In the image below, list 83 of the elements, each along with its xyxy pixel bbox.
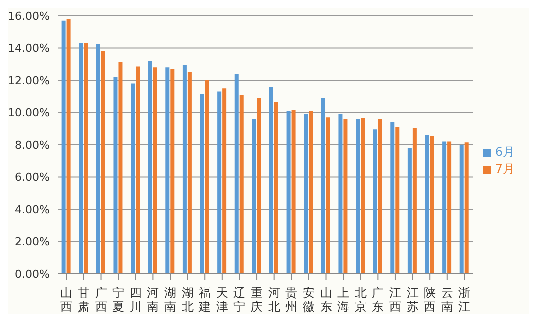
bar [79, 43, 84, 274]
y-tick-label: 10.00% [8, 106, 50, 120]
x-tick-label: 宁夏 [112, 286, 125, 314]
bar [114, 77, 118, 274]
bar [448, 142, 452, 274]
x-tick-label: 广西 [95, 286, 108, 314]
bar [240, 95, 244, 274]
x-tick-label: 广东 [372, 286, 384, 314]
y-tick-label: 14.00% [8, 42, 50, 56]
bar [66, 19, 71, 274]
y-tick-label: 6.00% [15, 171, 50, 184]
bar [412, 128, 417, 274]
x-tick-label: 贵州 [286, 286, 298, 314]
x-tick-label: 甘肃 [78, 286, 90, 314]
bar [373, 130, 378, 274]
bar [274, 102, 278, 274]
bar [252, 119, 256, 274]
x-tick-label: 重庆 [251, 286, 264, 314]
bar [218, 92, 222, 274]
y-tick-label: 16.00% [8, 10, 50, 23]
bar [408, 148, 412, 274]
x-tick-label: 浙江 [458, 286, 471, 314]
x-tick-label: 辽宁 [234, 286, 246, 314]
bar [321, 98, 326, 274]
bar [442, 142, 447, 274]
bar [118, 62, 123, 274]
bar [292, 110, 296, 274]
bar [430, 136, 434, 274]
x-tick-label: 北京 [354, 286, 367, 314]
x-tick-label: 湖南 [164, 286, 176, 314]
x-tick-label: 江苏 [406, 286, 419, 314]
bar [338, 114, 343, 274]
y-tick-label: 8.00% [15, 138, 50, 152]
bar [200, 94, 204, 274]
bar [326, 118, 330, 274]
bar [62, 20, 66, 274]
bar [182, 65, 187, 274]
y-tick-label: 0.00% [15, 268, 50, 281]
bar [222, 88, 227, 274]
bar [390, 122, 395, 274]
bar [131, 84, 136, 274]
bar [309, 111, 314, 274]
x-tick-label: 上海 [338, 286, 350, 314]
bar [136, 66, 140, 274]
bar [96, 44, 100, 274]
y-tick-label: 12.00% [8, 74, 50, 88]
x-tick-label: 湖北 [182, 286, 194, 314]
x-tick-label: 四川 [130, 286, 142, 314]
bar [286, 111, 291, 274]
bar [269, 86, 274, 274]
x-tick-label: 安徽 [302, 286, 315, 314]
x-tick-label: 山东 [320, 286, 332, 314]
x-tick-label: 陕西 [424, 286, 436, 314]
x-tick-label: 江西 [389, 286, 402, 314]
bar [153, 68, 158, 274]
bar [166, 68, 170, 274]
bar [188, 72, 192, 274]
x-tick-label: 福建 [198, 286, 212, 314]
bar [257, 98, 262, 274]
bar [170, 69, 175, 274]
bar [361, 118, 366, 274]
x-tick-label: 河北 [268, 286, 280, 314]
bar [84, 43, 88, 274]
bar [304, 114, 308, 274]
bar [464, 142, 469, 274]
legend-label: 7月 [495, 162, 515, 176]
bar [344, 119, 348, 274]
bar [101, 51, 106, 274]
x-tick-label: 云南 [441, 286, 454, 314]
y-tick-label: 4.00% [15, 203, 50, 216]
bar [356, 119, 360, 274]
legend-label: 6月 [495, 145, 515, 159]
bar [205, 80, 210, 274]
bar [234, 74, 239, 274]
bar [460, 145, 464, 274]
x-tick-label: 河南 [147, 286, 160, 314]
bar [378, 119, 382, 274]
x-tick-label: 山西 [60, 286, 73, 314]
bar [396, 127, 400, 274]
bar [148, 61, 152, 274]
bar [425, 135, 430, 274]
y-tick-label: 2.00% [15, 236, 50, 249]
x-tick-label: 天津 [216, 286, 228, 314]
